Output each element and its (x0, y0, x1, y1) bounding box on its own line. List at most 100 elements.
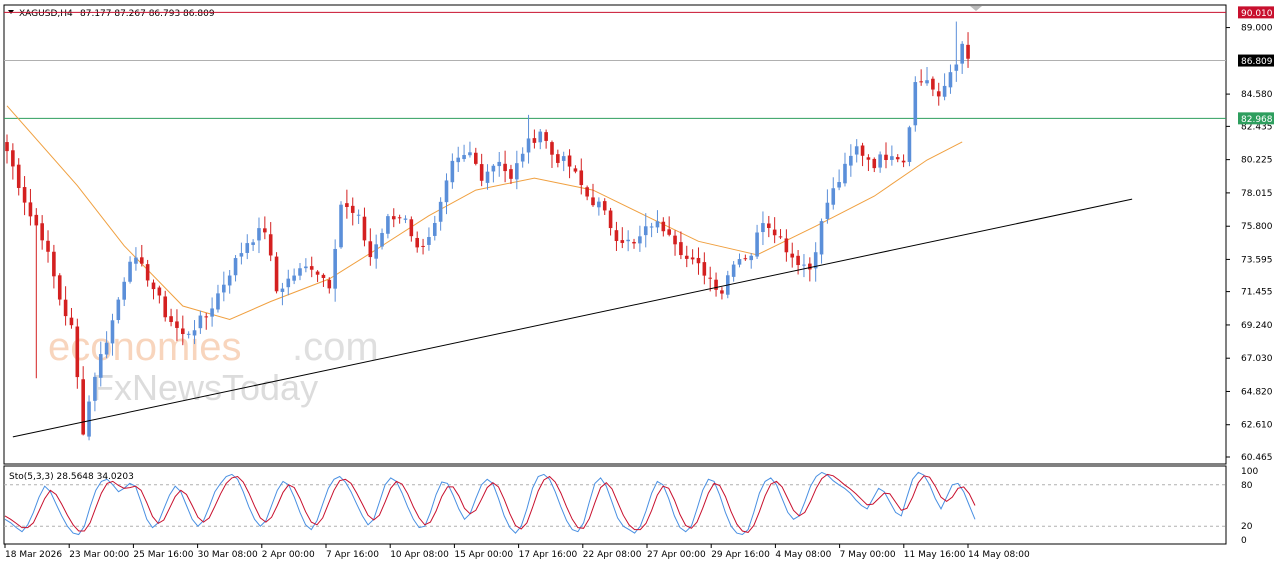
candle-body (403, 218, 408, 220)
candle-body (819, 221, 824, 255)
price-tick-label: 60.465 (1241, 453, 1273, 463)
candle-body (878, 154, 882, 168)
candle-body (808, 263, 812, 270)
candle-body (474, 152, 478, 164)
candle-body (761, 223, 765, 233)
candle-body (895, 157, 900, 160)
stochastic-panel[interactable] (3, 465, 1227, 545)
candle-body (116, 299, 121, 320)
price-tag-current (1238, 54, 1274, 67)
candle-body (87, 401, 91, 437)
candle-body (104, 342, 109, 355)
candle-body (954, 64, 959, 71)
candle-body (731, 264, 736, 277)
candle-body (380, 232, 384, 247)
stoch-tick-label: 20 (1241, 522, 1253, 532)
candle-body (567, 155, 572, 167)
price-tag-resistance (1238, 6, 1274, 19)
candle-body (350, 205, 355, 213)
price-tags: 90.010 86.809 82.968 (1238, 6, 1274, 125)
candle-body (485, 171, 490, 183)
candle-body (825, 202, 830, 219)
candle-body (714, 279, 718, 290)
candle-body (667, 229, 671, 235)
candle-body (397, 217, 402, 219)
candle-body (643, 226, 648, 236)
candle-body (690, 257, 695, 260)
candle-body (661, 221, 666, 232)
trendline-group (12, 198, 1133, 438)
candle-body (175, 321, 179, 328)
candle-body (286, 278, 291, 288)
candle-body (204, 316, 209, 318)
candle-body (456, 157, 461, 163)
time-tick-label: 15 Apr 00:00 (454, 550, 513, 560)
candle-body (720, 290, 724, 294)
candle-body (948, 72, 953, 88)
ohlc-readout: 87.177 87.267 86.793 86.809 (80, 9, 215, 19)
price-tick-label: 64.820 (1241, 387, 1273, 397)
stoch-line-main (4, 471, 976, 536)
candle-body (444, 180, 449, 203)
candle-body (57, 275, 62, 300)
price-tag-label-support: 82.968 (1241, 115, 1273, 125)
shift-marker-icon[interactable] (970, 6, 982, 11)
candle-body (63, 299, 68, 317)
candle-body (638, 236, 642, 244)
candle-body (526, 138, 531, 153)
candle-body (468, 152, 472, 156)
stoch-tick-label: 0 (1241, 536, 1247, 546)
chart-header: XAGUSD,H4 87.177 87.267 86.793 86.809 (8, 9, 215, 19)
candle-body (925, 80, 929, 84)
candle-body (872, 158, 877, 169)
candle-body (245, 243, 250, 253)
candle-body (98, 354, 103, 378)
candle-body (356, 214, 361, 216)
candle-body (538, 131, 543, 143)
candle-body (520, 153, 525, 162)
candle-body (679, 242, 683, 256)
time-axis[interactable]: 18 Mar 2026 23 Mar 00:00 25 Mar 16:00 30 Ma… (4, 544, 1030, 560)
candle-body (708, 277, 712, 279)
candle-body (860, 145, 865, 156)
ma-line (6, 105, 963, 321)
candle-body (503, 163, 507, 172)
candle-body (837, 182, 841, 188)
price-tick-label: 73.595 (1241, 255, 1273, 265)
candle-body (919, 81, 923, 83)
price-tick-label: 75.800 (1241, 222, 1273, 232)
moving-average (6, 105, 963, 321)
candle-body (163, 296, 168, 318)
candle-body (696, 257, 701, 264)
stoch-line-signal (4, 473, 976, 533)
candle-body (157, 287, 162, 296)
candle-body (263, 228, 267, 233)
candle-body (684, 255, 689, 259)
candle-body (532, 138, 537, 143)
candle-body (813, 252, 818, 269)
candle-body (854, 146, 859, 155)
candle-body (139, 257, 144, 264)
candle-body (257, 228, 261, 241)
candle-body (556, 154, 560, 163)
price-tick-label: 69.240 (1241, 321, 1273, 331)
candle-body (34, 214, 39, 226)
symbol-label: XAGUSD,H4 (19, 9, 73, 19)
time-tick-label: 25 Mar 16:00 (133, 550, 193, 560)
candle-body (16, 164, 21, 188)
candle-body (767, 223, 771, 229)
candle-body (649, 226, 654, 228)
stochastic-title: Sto(5,3,3) 28.5648 34.0203 (9, 472, 134, 482)
time-tick-label: 14 May 08:00 (968, 550, 1030, 560)
candle-body (22, 187, 27, 203)
candle-body (784, 238, 789, 253)
candle-body (544, 132, 548, 141)
candle-body (450, 160, 455, 183)
price-axis[interactable]: 89.000 84.580 82.435 80.225 78.015 75.800 73.5… (1226, 24, 1273, 463)
candle-body (936, 91, 941, 97)
candle-body (198, 315, 203, 329)
candle-body (5, 142, 9, 152)
candle-body (309, 266, 314, 270)
candle-body (509, 169, 513, 179)
